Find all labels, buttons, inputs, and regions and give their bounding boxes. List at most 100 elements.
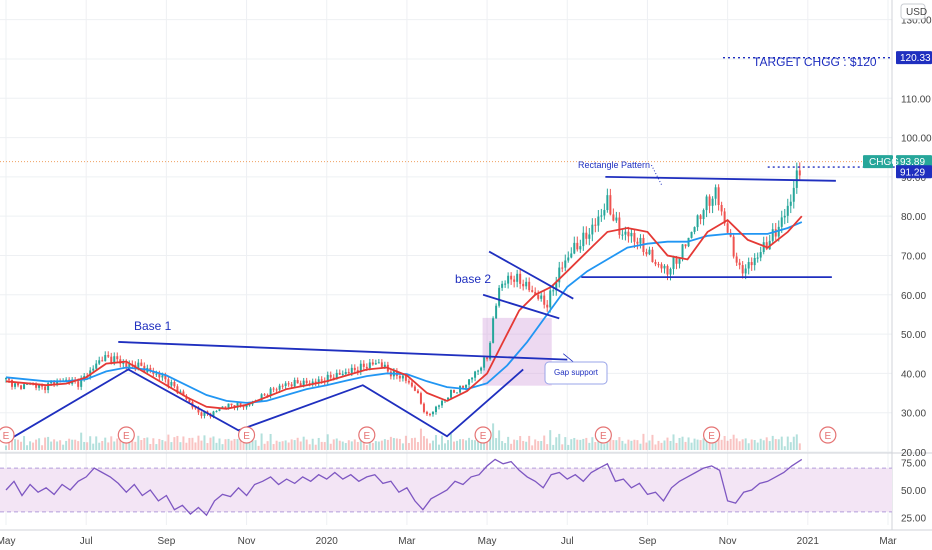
candle-body [374,363,377,365]
volume-bar [185,442,188,450]
volume-bar [128,442,131,450]
volume-bar [311,438,314,450]
volume-bar [447,440,450,450]
volume-bar [786,436,789,450]
rsi-tick-label: 75.00 [901,459,926,470]
candle-body [486,357,489,360]
candle-body [410,382,413,387]
volume-bar [68,438,71,450]
volume-bar [636,440,639,450]
trend-drawings[interactable] [7,56,932,441]
volume-bar [350,441,353,450]
price-tick-label: 70.00 [901,251,926,262]
candle-body [777,226,780,237]
volume-bar [440,435,443,450]
rectangle-callout [651,164,662,185]
volume-bar [203,435,206,450]
candle-body [477,370,480,372]
volume-bar [753,440,756,450]
candle-body [783,215,786,218]
candle-body [377,362,380,364]
volume-bar [762,440,765,450]
candle-body [573,242,576,254]
price-tick-label: 80.00 [901,212,926,223]
candle-body [344,372,347,374]
earnings-circle [474,426,492,444]
candle-body [714,187,717,199]
volume-bar [795,434,798,450]
volume-bar [714,436,717,450]
candle-body [5,377,8,380]
volume-bar [603,444,606,450]
candle-body [398,375,401,379]
volume-bar [212,436,215,450]
volume-bar [419,428,422,450]
candle-body [89,370,92,377]
volume-bar [510,443,513,450]
candle-body [20,385,23,389]
volume-bar [789,442,792,450]
volume-bar [191,437,194,450]
candle-body [633,232,636,242]
candle-body [170,381,173,386]
candle-body [224,406,227,409]
candle-body [579,246,582,250]
candle-body [140,362,143,366]
volume-bar [798,443,801,450]
volume-bar [489,431,492,450]
volume-bar [146,437,149,450]
candle-body [41,384,44,387]
candle-body [555,282,558,291]
candle-body [263,394,266,396]
volume-bar [416,442,419,450]
volume-bar [281,441,284,450]
candle-body [305,380,308,384]
candle-body [720,204,723,212]
volume-bar [38,438,41,450]
candle-body [122,362,125,364]
volume-bar [735,438,738,450]
candle-body [792,187,795,202]
volume-bar [681,436,684,450]
volume-bar [395,438,398,450]
candle-body [549,290,552,308]
volume-bar [711,443,714,450]
candle-body [218,408,221,411]
candle-body [600,215,603,217]
time-tick-label: Jul [561,536,574,547]
candle-body [248,404,251,406]
volume-bar [410,438,413,450]
candle-body [705,196,708,211]
volume-bar [125,438,128,450]
volume-bar [320,441,323,450]
candle-body [317,379,320,383]
target-annotation: TARGET CHGG : $120 [753,55,877,69]
candle-body [23,384,26,389]
candle-body [35,383,38,388]
volume-bar [615,440,618,450]
volume-bar [780,436,783,450]
volume-bar [729,438,732,450]
volume-bar [756,442,759,450]
volume-bar [239,438,242,450]
volume-bar [684,441,687,450]
volume-bar [197,435,200,450]
candle-body [756,257,759,259]
volume-bar [507,436,510,450]
volume-bar [326,434,329,450]
base1-neckline [118,341,568,361]
volume-bar [83,441,86,450]
volume-bar [131,440,134,450]
volume-bar [726,440,729,450]
candle-body [567,257,570,261]
candle-body [266,394,269,397]
candle-body [690,231,693,238]
candle-body [501,283,504,288]
base1-zigzag [7,368,524,441]
candle-body [534,291,537,295]
volume-bar [588,442,591,450]
candle-body [95,363,98,369]
candle-body [164,375,167,380]
